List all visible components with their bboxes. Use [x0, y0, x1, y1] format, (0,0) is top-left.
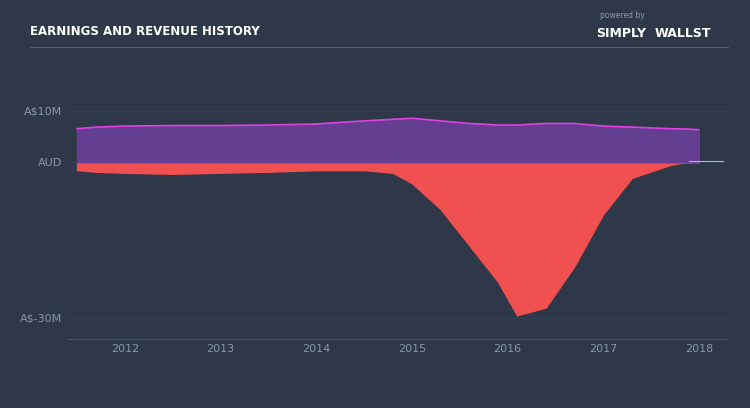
Text: powered by: powered by — [600, 11, 645, 20]
Text: SIMPLY: SIMPLY — [596, 27, 646, 40]
Text: EARNINGS AND REVENUE HISTORY: EARNINGS AND REVENUE HISTORY — [30, 24, 260, 38]
Text: WALLST: WALLST — [655, 27, 711, 40]
